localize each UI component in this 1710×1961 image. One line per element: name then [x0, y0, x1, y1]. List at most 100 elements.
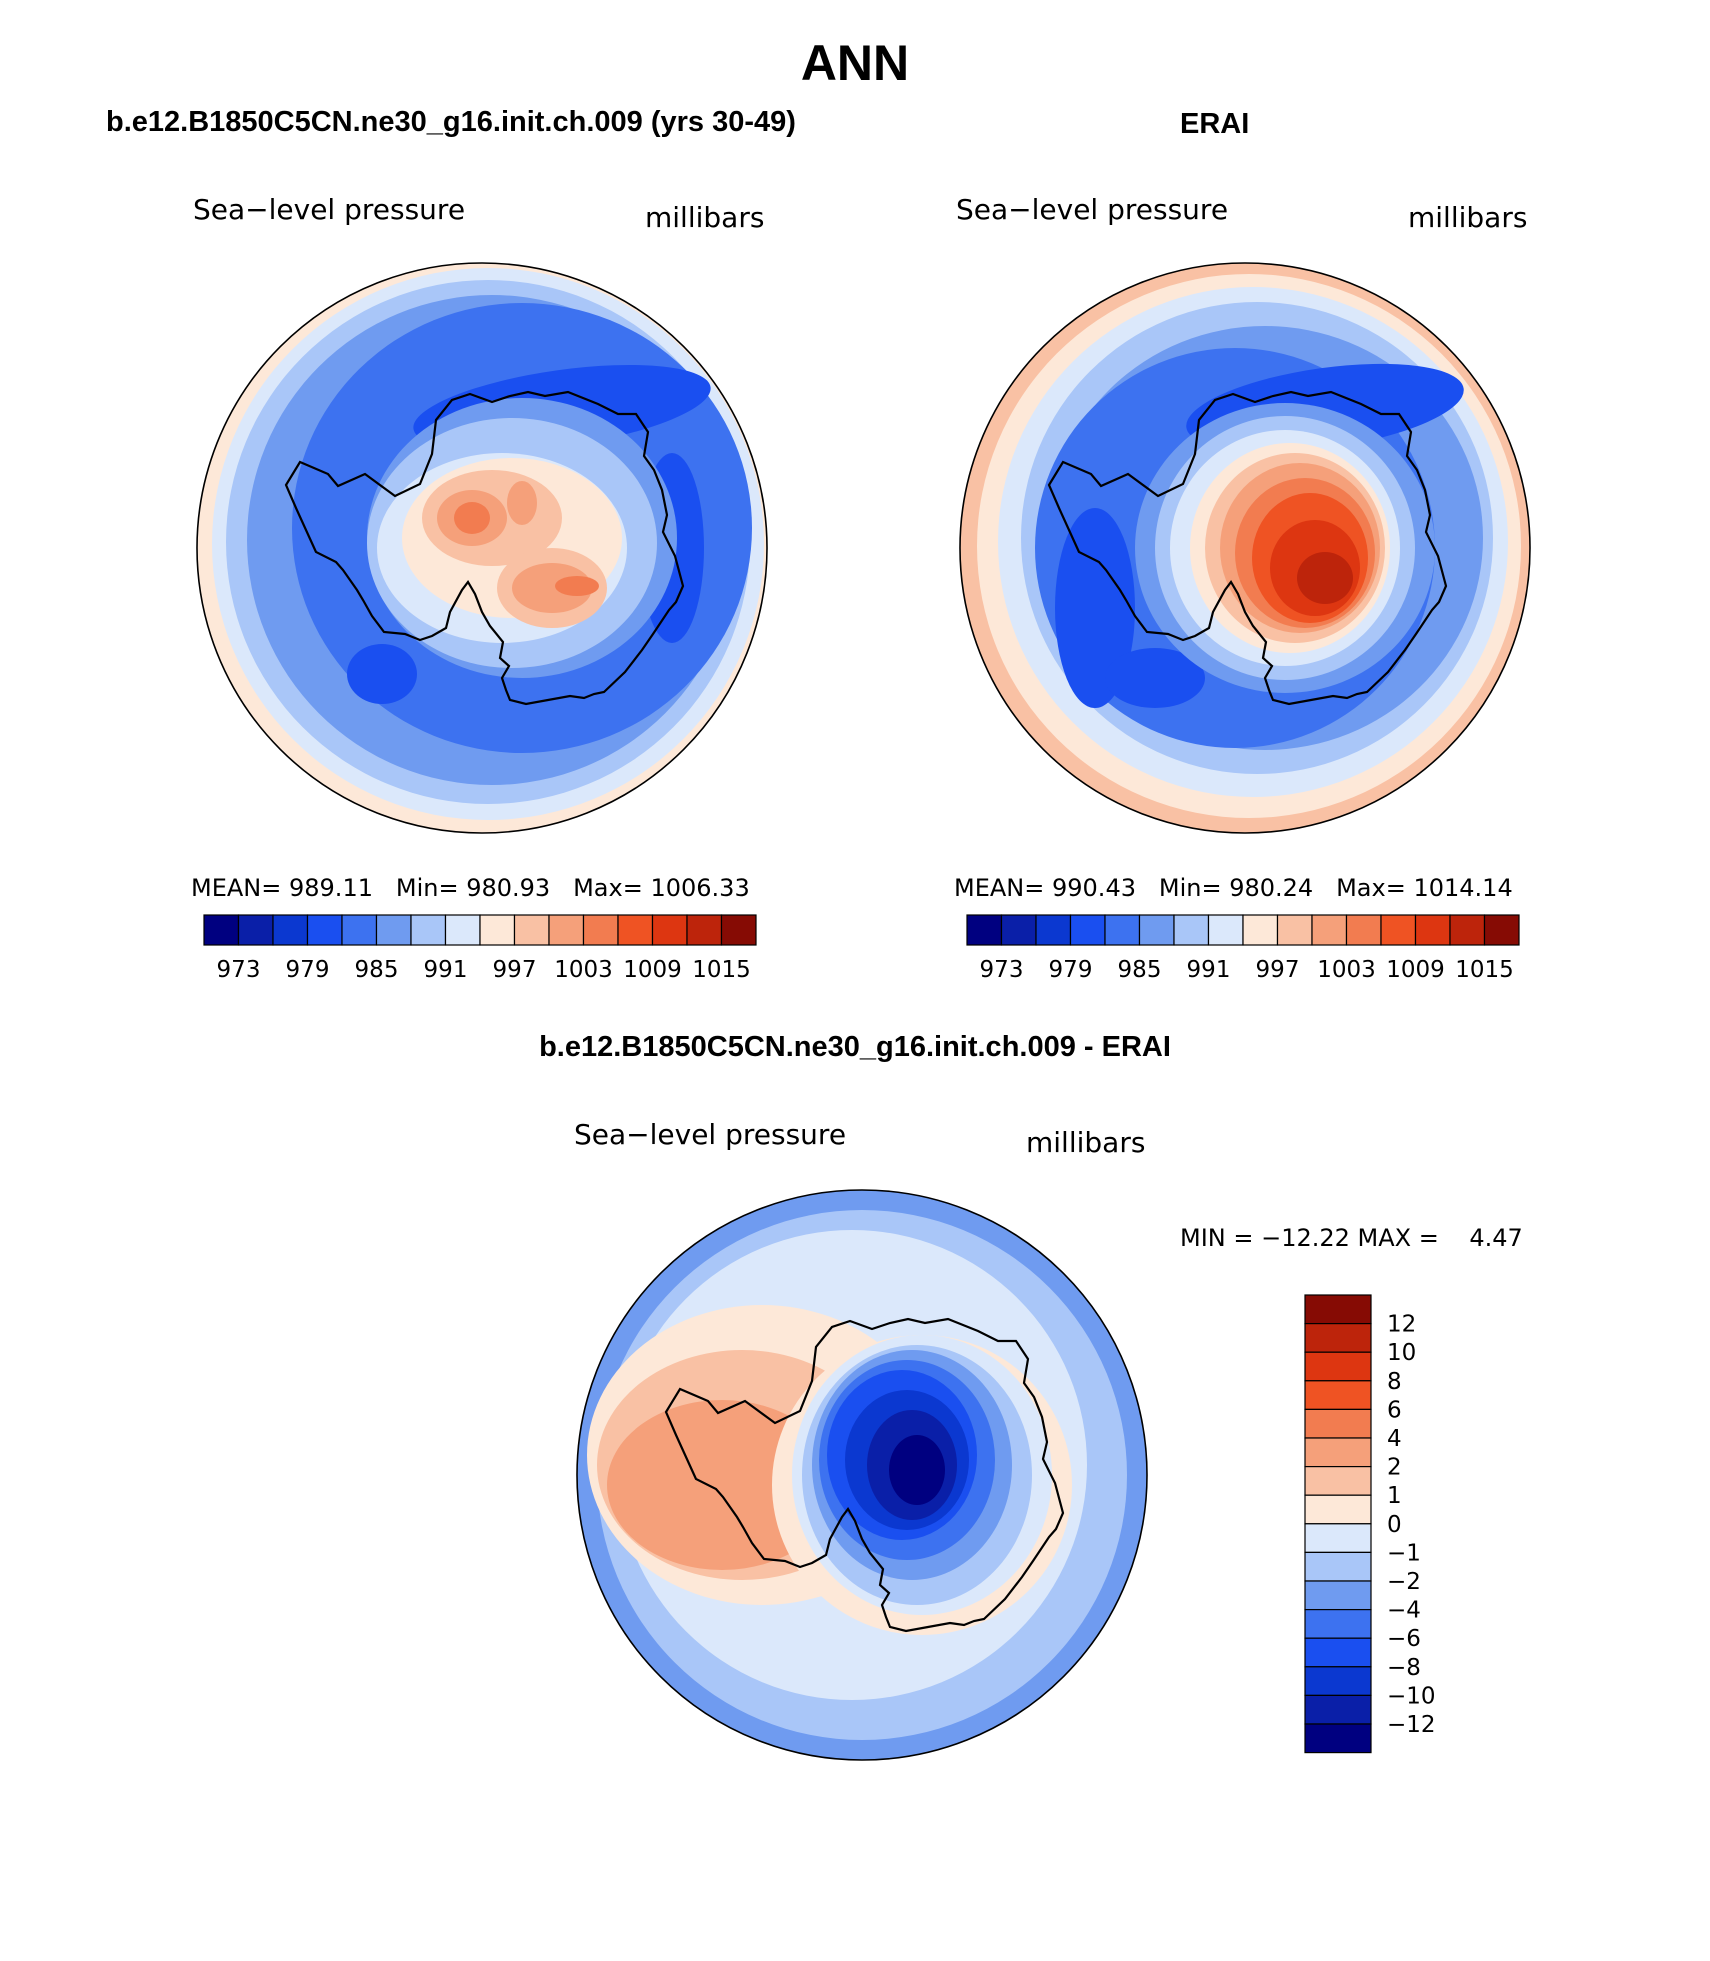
diff-colorbar-box	[1304, 1294, 1372, 1325]
model-max-label: Max=	[573, 874, 643, 902]
obs-colorbar-box	[1207, 914, 1244, 946]
diff-colorbar-box	[1304, 1380, 1372, 1411]
model-colorbar-tick-label: 979	[286, 957, 330, 983]
obs-colorbar-box	[1449, 914, 1486, 946]
model-colorbar-box	[720, 914, 757, 946]
obs-max-value: 1014.14	[1413, 874, 1513, 902]
obs-colorbar-box	[1276, 914, 1313, 946]
obs-min-value: 980.24	[1229, 874, 1314, 902]
obs-right-label: millibars	[1408, 201, 1528, 234]
obs-colorbar-box	[1311, 914, 1348, 946]
diff-map	[577, 1190, 1147, 1760]
page-title: ANN	[800, 35, 910, 91]
diff-left-label: Sea−level pressure	[574, 1118, 847, 1151]
diff-colorbar-tick-label: −12	[1387, 1712, 1436, 1738]
obs-contour-band-8	[1105, 648, 1205, 708]
diff-map-border	[576, 1189, 1148, 1761]
model-max-value: 1006.33	[650, 874, 750, 902]
diff-colorbar-box	[1304, 1465, 1372, 1496]
model-contour-band-15	[512, 563, 592, 613]
diff-colorbar-tick-label: −2	[1387, 1569, 1421, 1595]
obs-colorbar-box	[1483, 914, 1520, 946]
model-colorbar-box	[651, 914, 688, 946]
diff-minmax: MIN = −12.22 MAX = 4.47	[1180, 1224, 1523, 1252]
model-colorbar-box	[617, 914, 654, 946]
obs-colorbar-box	[1414, 914, 1451, 946]
obs-contour-band-18	[1297, 552, 1353, 604]
diff-colorbar-tick-label: 4	[1387, 1426, 1402, 1452]
model-contour-band-18	[507, 481, 537, 525]
model-colorbar-tick-label: 985	[355, 957, 399, 983]
model-colorbar-tick-label: 991	[424, 957, 468, 983]
obs-colorbar-tick-label: 991	[1187, 957, 1231, 983]
model-colorbar-tick-label: 1003	[554, 957, 613, 983]
model-colorbar-box	[375, 914, 412, 946]
model-colorbar-tick-label: 973	[217, 957, 261, 983]
model-colorbar-box	[582, 914, 619, 946]
diff-colorbar-tick-label: 8	[1387, 1369, 1402, 1395]
model-colorbar-box	[548, 914, 585, 946]
obs-colorbar-box	[1242, 914, 1279, 946]
model-colorbar-box	[237, 914, 274, 946]
obs-colorbar-box	[1069, 914, 1106, 946]
obs-colorbar-box	[1138, 914, 1175, 946]
model-contour-band-16	[454, 502, 490, 534]
model-contour-band-6	[347, 644, 417, 704]
model-panel-title: b.e12.B1850C5CN.ne30_g16.init.ch.009 (yr…	[106, 106, 796, 138]
model-colorbar-box	[686, 914, 723, 946]
obs-colorbar-box	[966, 914, 1003, 946]
obs-panel-title: ERAI	[1180, 108, 1250, 140]
diff-colorbar-tick-label: 0	[1387, 1512, 1402, 1538]
obs-colorbar-tick-label: 1003	[1317, 957, 1376, 983]
model-colorbar-box	[479, 914, 516, 946]
obs-colorbar-box	[1345, 914, 1382, 946]
model-mean-label: MEAN=	[191, 874, 282, 902]
obs-colorbar-tick-label: 979	[1049, 957, 1093, 983]
diff-colorbar-tick-label: −6	[1387, 1626, 1421, 1652]
model-colorbar-box	[410, 914, 447, 946]
obs-colorbar-box	[1173, 914, 1210, 946]
obs-colorbar-tick-label: 985	[1118, 957, 1162, 983]
diff-colorbar-box	[1304, 1494, 1372, 1525]
obs-max-label: Max=	[1336, 874, 1406, 902]
model-left-label: Sea−level pressure	[193, 193, 466, 226]
model-min-label: Min=	[395, 874, 459, 902]
diff-colorbar-tick-label: 12	[1387, 1312, 1416, 1338]
diff-colorbar-box	[1304, 1523, 1372, 1554]
diff-colorbar-box	[1304, 1351, 1372, 1382]
diff-right-label: millibars	[1026, 1126, 1146, 1159]
model-min-value: 980.93	[466, 874, 551, 902]
diff-colorbar-box	[1304, 1608, 1372, 1639]
model-colorbar-tick-label: 1015	[692, 957, 751, 983]
diff-contour-band-16	[577, 1723, 602, 1747]
model-colorbar-tick-label: 997	[493, 957, 537, 983]
diff-colorbar-box	[1304, 1723, 1372, 1754]
diff-contour-band-15	[889, 1435, 945, 1505]
model-mean-value: 989.11	[289, 874, 373, 902]
diff-colorbar-box	[1304, 1322, 1372, 1353]
obs-colorbar-tick-label: 973	[980, 957, 1024, 983]
model-map	[197, 263, 767, 833]
obs-colorbar-box	[1000, 914, 1037, 946]
diff-colorbar-tick-label: −8	[1387, 1655, 1421, 1681]
obs-contour-band-7	[1055, 508, 1135, 708]
obs-colorbar-box	[1035, 914, 1072, 946]
obs-mean-value: 990.43	[1052, 874, 1136, 902]
model-stats: MEAN= 989.11 Min= 980.93 Max= 1006.33	[191, 874, 750, 902]
model-right-label: millibars	[645, 201, 765, 234]
diff-colorbar-box	[1304, 1637, 1372, 1668]
model-colorbar-tick-label: 1009	[623, 957, 682, 983]
diff-panel-title: b.e12.B1850C5CN.ne30_g16.init.ch.009 - E…	[539, 1031, 1171, 1063]
diff-colorbar-tick-label: 6	[1387, 1397, 1402, 1423]
obs-min-label: Min=	[1158, 874, 1222, 902]
model-map-border	[196, 262, 768, 834]
diff-colorbar-box	[1304, 1694, 1372, 1725]
diff-colorbar-box	[1304, 1551, 1372, 1582]
diff-colorbar-box	[1304, 1437, 1372, 1468]
diff-colorbar-tick-label: 1	[1387, 1483, 1402, 1509]
obs-left-label: Sea−level pressure	[956, 193, 1229, 226]
diff-colorbar-box	[1304, 1666, 1372, 1697]
obs-colorbar-box	[1104, 914, 1141, 946]
obs-colorbar-tick-label: 1009	[1386, 957, 1445, 983]
